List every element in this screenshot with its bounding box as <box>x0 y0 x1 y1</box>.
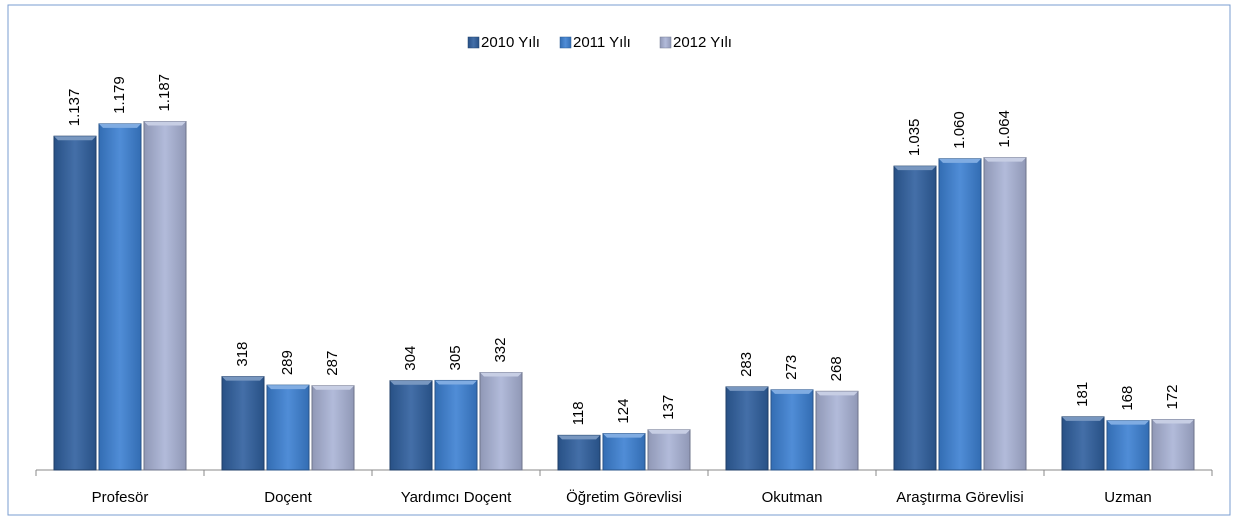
x-tick-label: Araştırma Görevlisi <box>896 489 1024 506</box>
bar <box>815 390 859 471</box>
bar-bevel <box>726 386 768 391</box>
value-label: 137 <box>660 395 677 420</box>
bar <box>938 158 982 471</box>
value-label: 1.064 <box>996 110 1013 148</box>
legend-label: 2012 Yılı <box>673 34 732 51</box>
value-label: 273 <box>783 355 800 380</box>
value-label: 305 <box>447 345 464 370</box>
bar-bevel <box>435 380 477 385</box>
bar <box>434 379 478 471</box>
bar <box>557 434 601 471</box>
bar <box>53 135 97 471</box>
bar-bevel <box>144 121 186 126</box>
bar-bevel <box>54 136 96 141</box>
value-label: 1.179 <box>111 76 128 114</box>
x-tick-label: Öğretim Görevlisi <box>566 488 682 506</box>
bar <box>1061 416 1105 471</box>
x-tick-label: Okutman <box>762 489 823 506</box>
bar-bevel <box>939 158 981 163</box>
x-tick-label: Yardımcı Doçent <box>401 489 512 506</box>
bar <box>647 429 691 471</box>
bar-bevel <box>312 385 354 390</box>
bar-bevel <box>894 166 936 171</box>
legend-swatch <box>659 36 672 49</box>
x-tick-label: Uzman <box>1104 489 1152 506</box>
bar <box>98 123 142 471</box>
value-label: 287 <box>324 351 341 376</box>
bar-bevel <box>771 389 813 394</box>
legend-label: 2010 Yılı <box>481 34 540 51</box>
value-label: 332 <box>492 338 509 363</box>
bar <box>1151 419 1195 471</box>
bar-bevel <box>1152 419 1194 424</box>
value-label: 168 <box>1119 386 1136 411</box>
legend-swatch <box>467 36 480 49</box>
value-label: 118 <box>570 401 587 425</box>
bar <box>221 376 265 471</box>
bar-bevel <box>99 123 141 128</box>
bar-bevel <box>1062 416 1104 421</box>
bar-bevel <box>390 380 432 385</box>
bar-bevel <box>222 376 264 381</box>
value-label: 268 <box>828 356 845 381</box>
bar-bevel <box>603 433 645 438</box>
value-label: 172 <box>1164 384 1181 409</box>
bar <box>983 157 1027 471</box>
legend-swatch <box>559 36 572 49</box>
value-label: 124 <box>615 399 632 424</box>
bar <box>1106 420 1150 471</box>
bar-bevel <box>816 391 858 396</box>
bar <box>893 165 937 471</box>
bar <box>479 372 523 471</box>
bar <box>770 389 814 471</box>
bar-bevel <box>984 157 1026 162</box>
x-tick-label: Doçent <box>264 489 312 506</box>
value-label: 283 <box>738 352 755 377</box>
legend-label: 2011 Yılı <box>573 34 631 51</box>
value-label: 1.187 <box>156 74 173 112</box>
value-label: 304 <box>402 346 419 371</box>
value-label: 181 <box>1074 382 1091 407</box>
bar <box>143 121 187 471</box>
bar <box>266 384 310 471</box>
bar <box>602 433 646 471</box>
bar-bevel <box>267 385 309 390</box>
bar-bevel <box>480 372 522 377</box>
bar <box>311 385 355 471</box>
value-label: 1.137 <box>66 89 83 127</box>
value-label: 289 <box>279 350 296 375</box>
bar-bevel <box>648 429 690 434</box>
bar-bevel <box>558 435 600 440</box>
value-label: 1.060 <box>951 111 968 149</box>
value-label: 1.035 <box>906 119 923 157</box>
bar <box>725 386 769 471</box>
x-tick-label: Profesör <box>92 489 149 506</box>
bar-bevel <box>1107 420 1149 425</box>
value-label: 318 <box>234 342 251 367</box>
bar <box>389 380 433 471</box>
